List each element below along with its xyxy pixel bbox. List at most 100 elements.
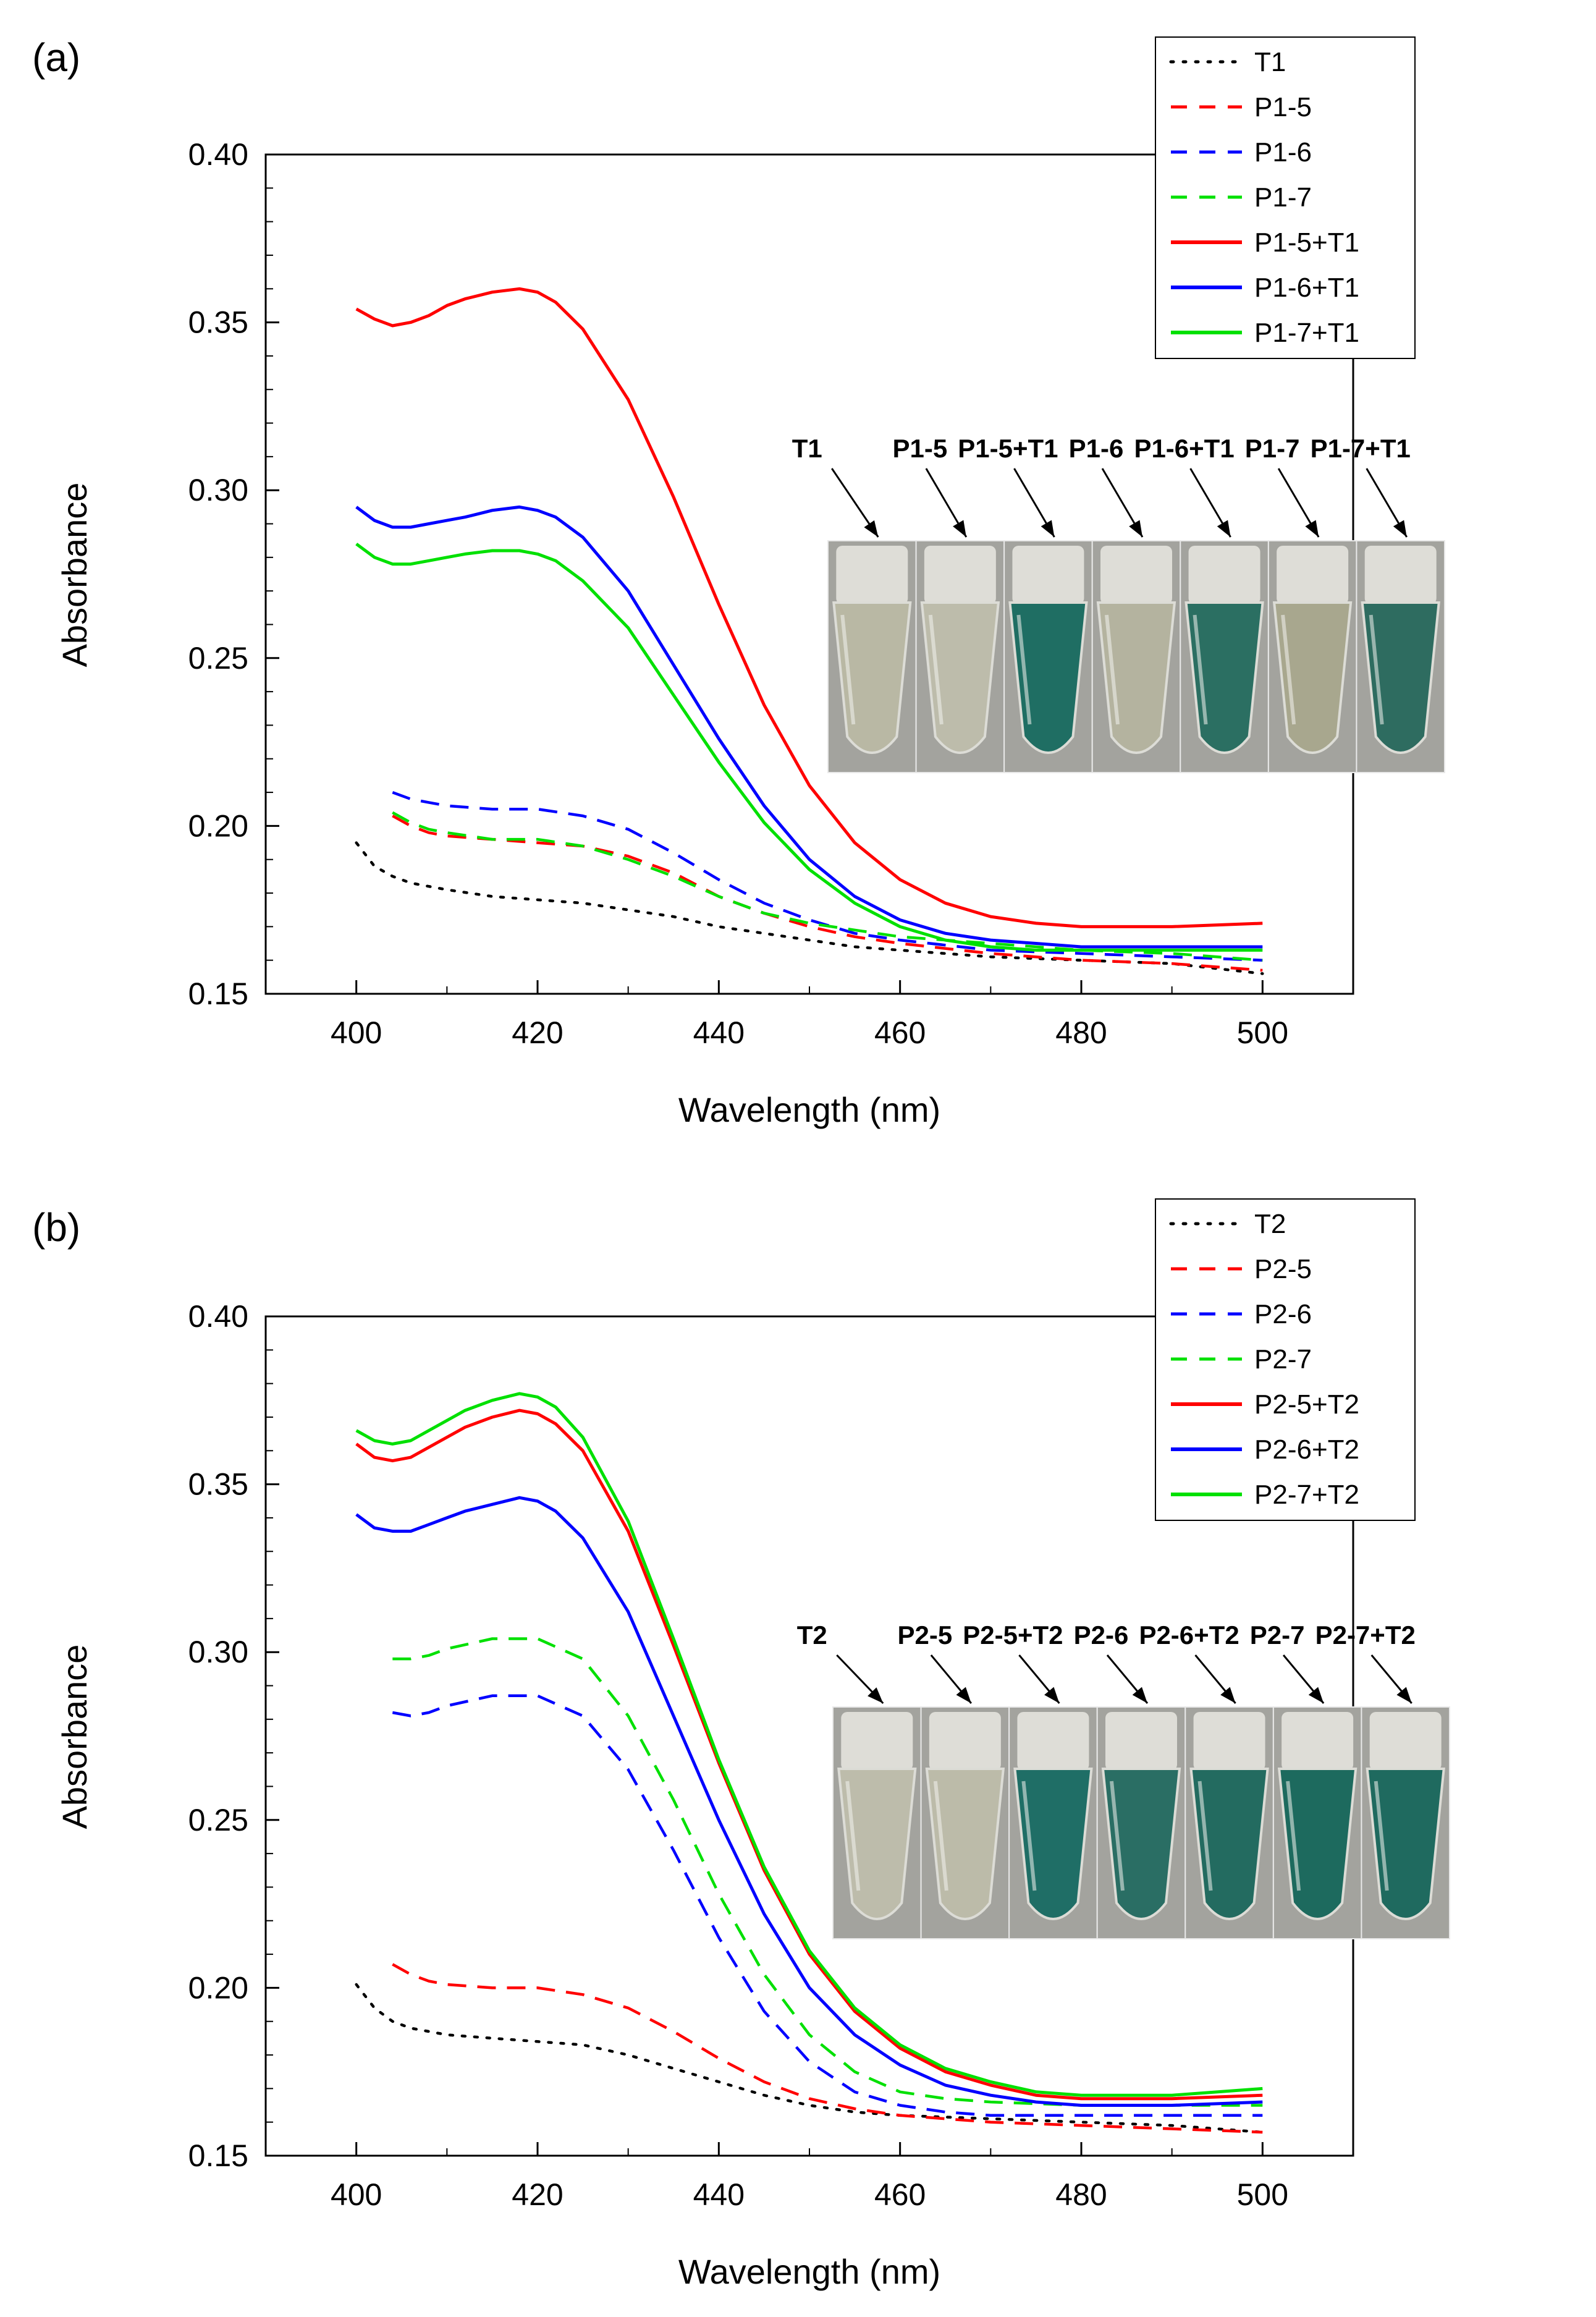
- y-tick-label: 0.20: [188, 1970, 248, 2005]
- legend-label: P2-7+T2: [1254, 1480, 1359, 1510]
- tube-photo-inset-b: T2 P2-5 P2-5+T2 P2-6 P2-6+T2 P2-7 P2-7+T2: [797, 1620, 1450, 1939]
- tube-highlight: [933, 1781, 948, 1891]
- series-line-p2-6: [392, 1694, 1263, 2117]
- series-line-t2: [355, 1983, 1264, 2134]
- tube-label: P2-5: [897, 1620, 952, 1650]
- legend-label: T2: [1254, 1209, 1286, 1239]
- panel-a: (a) 400 420 440 460 480 500 0.15 0.20 0.25 0.30 0.…: [32, 35, 1445, 1129]
- pointer-arrowhead: [1305, 520, 1319, 537]
- tube-cap: [1281, 1712, 1354, 1771]
- series-line-p1-5: [392, 815, 1263, 972]
- tube-highlight: [840, 614, 856, 725]
- panel-label-b: (b): [32, 1205, 80, 1250]
- legend-label: P1-6: [1254, 137, 1312, 167]
- x-tick-label: 400: [331, 1015, 382, 1050]
- legend-label: P2-6+T2: [1254, 1434, 1359, 1465]
- tube-label: P2-5+T2: [963, 1620, 1063, 1650]
- tube-highlight: [845, 1781, 861, 1891]
- pointer-arrowhead: [1041, 520, 1055, 537]
- axis-ticks-b: 400 420 440 460 480 500 0.15 0.20 0.25 0.30 0.35 0.…: [188, 1299, 1288, 2212]
- legend-a: T1 P1-5 P1-6 P1-7 P1-5+T1 P1-6+T1 P1-7+T1: [1155, 36, 1416, 359]
- x-tick-label: 440: [693, 1015, 745, 1050]
- tube-label: T1: [792, 434, 822, 463]
- legend-label: P2-5: [1254, 1254, 1312, 1284]
- tube-highlight: [928, 614, 944, 725]
- tube-highlight: [1281, 614, 1296, 725]
- tube-cap: [1193, 1712, 1265, 1771]
- tube-highlight: [1197, 1781, 1213, 1891]
- x-tick-label: 420: [512, 1015, 563, 1050]
- legend-label: P1-7: [1254, 182, 1312, 213]
- x-tick-label: 500: [1237, 2177, 1288, 2212]
- pointer-arrowhead: [1220, 1687, 1236, 1703]
- y-tick-label: 0.30: [188, 1635, 248, 1669]
- y-tick-label: 0.35: [188, 305, 248, 340]
- y-tick-label: 0.25: [188, 641, 248, 676]
- tube-cap: [1277, 546, 1349, 604]
- series-line-p1-7-plus-t1: [355, 543, 1263, 952]
- tube-highlight: [1369, 614, 1384, 725]
- y-tick-label: 0.15: [188, 2138, 248, 2173]
- tube-cap: [929, 1712, 1001, 1771]
- pointer-arrowhead: [1044, 1687, 1060, 1703]
- tube-label: P2-6: [1074, 1620, 1129, 1650]
- tube-cap: [836, 546, 908, 604]
- y-tick-label: 0.40: [188, 1299, 248, 1334]
- legend-label: P2-5+T2: [1254, 1389, 1359, 1420]
- tube-highlight: [1193, 614, 1208, 725]
- tube-highlight: [1286, 1781, 1301, 1891]
- series-group-b: [355, 1392, 1264, 2134]
- x-axis-title-b: Wavelength (nm): [678, 2252, 940, 2291]
- tube-photo-inset-a: T1 P1-5 P1-5+T1 P1-6 P1-6+T1 P1-7 P1-7+T1: [792, 434, 1445, 773]
- tube-cap: [1105, 1712, 1177, 1771]
- legend-label: P1-7+T1: [1254, 318, 1359, 348]
- tube-highlight: [1016, 614, 1032, 725]
- x-tick-label: 420: [512, 2177, 563, 2212]
- x-tick-label: 480: [1055, 2177, 1107, 2212]
- y-tick-label: 0.30: [188, 473, 248, 507]
- series-line-t1: [355, 841, 1264, 975]
- tube-label: P2-6+T2: [1139, 1620, 1239, 1650]
- series-line-p1-7: [392, 811, 1263, 962]
- pointer-arrowhead: [1393, 520, 1407, 537]
- tube-label: P1-6: [1069, 434, 1124, 463]
- pointer-arrowhead: [1217, 520, 1231, 537]
- x-tick-label: 440: [693, 2177, 745, 2212]
- series-line-p2-7-plus-t2: [355, 1392, 1263, 2097]
- x-tick-label: 400: [331, 2177, 382, 2212]
- y-axis-title-a: Absorbance: [55, 483, 94, 667]
- tube-highlight: [1110, 1781, 1125, 1891]
- pointer-arrowhead: [1132, 1687, 1147, 1703]
- legend-label: P2-7: [1254, 1344, 1312, 1375]
- series-line-p1-5-plus-t1: [355, 287, 1263, 928]
- legend-b: T2 P2-5 P2-6 P2-7 P2-5+T2 P2-6+T2 P2-7+T2: [1155, 1198, 1416, 1521]
- tube-highlight: [1021, 1781, 1037, 1891]
- x-tick-label: 480: [1055, 1015, 1107, 1050]
- tube-label: P1-7+T1: [1311, 434, 1411, 463]
- series-line-p2-6-plus-t2: [355, 1496, 1263, 2107]
- legend-label: T1: [1254, 47, 1286, 77]
- tube-label: P1-5: [892, 434, 947, 463]
- tube-cap: [841, 1712, 913, 1771]
- pointer-arrowhead: [868, 1687, 884, 1703]
- y-tick-label: 0.40: [188, 137, 248, 172]
- y-tick-label: 0.35: [188, 1467, 248, 1502]
- tube-cap: [924, 546, 996, 604]
- tube-label: P1-7: [1245, 434, 1300, 463]
- legend-label: P2-6: [1254, 1299, 1312, 1329]
- axis-ticks-a: 400 420 440 460 480 500 0.15 0.20 0.25 0.30 0.35 0.…: [188, 137, 1288, 1050]
- tube-cap: [1012, 546, 1084, 604]
- tube-cap: [1100, 546, 1172, 604]
- tube-label: P1-5+T1: [958, 434, 1058, 463]
- tube-cap: [1369, 1712, 1442, 1771]
- y-tick-label: 0.15: [188, 976, 248, 1011]
- tube-cap: [1188, 546, 1260, 604]
- tube-label: P1-6+T1: [1134, 434, 1234, 463]
- tube-highlight: [1374, 1781, 1389, 1891]
- tube-cap: [1017, 1712, 1089, 1771]
- y-tick-label: 0.20: [188, 808, 248, 843]
- x-axis-title-a: Wavelength (nm): [678, 1090, 940, 1129]
- y-axis-title-b: Absorbance: [55, 1645, 94, 1829]
- series-line-p2-5-plus-t2: [355, 1408, 1263, 2101]
- tube-highlight: [1105, 614, 1120, 725]
